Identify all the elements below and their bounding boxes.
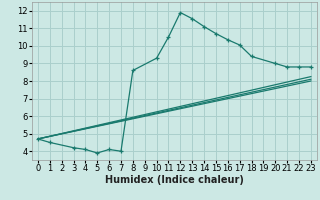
X-axis label: Humidex (Indice chaleur): Humidex (Indice chaleur) [105, 175, 244, 185]
